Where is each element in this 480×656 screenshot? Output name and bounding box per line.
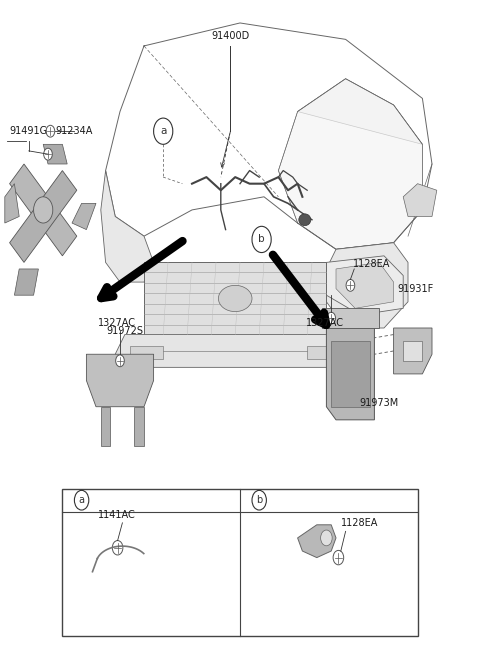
Polygon shape bbox=[336, 262, 394, 308]
Circle shape bbox=[44, 148, 52, 160]
Polygon shape bbox=[298, 525, 336, 558]
Polygon shape bbox=[144, 262, 326, 335]
Circle shape bbox=[333, 550, 344, 565]
Text: 91491G: 91491G bbox=[10, 126, 48, 136]
Polygon shape bbox=[115, 335, 346, 367]
Ellipse shape bbox=[218, 285, 252, 312]
Polygon shape bbox=[298, 79, 422, 144]
Text: 91931F: 91931F bbox=[397, 283, 434, 294]
Bar bbox=[62, 489, 418, 636]
Text: 1128EA: 1128EA bbox=[341, 518, 378, 528]
Text: 91234A: 91234A bbox=[55, 126, 93, 136]
Polygon shape bbox=[326, 256, 403, 315]
Polygon shape bbox=[86, 354, 154, 407]
Circle shape bbox=[327, 312, 336, 324]
Polygon shape bbox=[331, 341, 370, 407]
Polygon shape bbox=[5, 184, 19, 223]
Bar bbox=[130, 346, 163, 359]
Text: b: b bbox=[258, 234, 265, 245]
Text: 1327AC: 1327AC bbox=[306, 318, 344, 328]
Text: a: a bbox=[79, 495, 84, 505]
Circle shape bbox=[112, 541, 123, 555]
Polygon shape bbox=[101, 171, 154, 282]
Ellipse shape bbox=[299, 214, 311, 226]
Polygon shape bbox=[10, 164, 77, 256]
Circle shape bbox=[321, 530, 332, 546]
Text: 1128EA: 1128EA bbox=[353, 259, 391, 270]
Polygon shape bbox=[326, 328, 374, 420]
Text: 1327AC: 1327AC bbox=[98, 318, 136, 328]
Polygon shape bbox=[403, 184, 437, 216]
Text: 91973M: 91973M bbox=[359, 398, 398, 408]
Circle shape bbox=[46, 125, 55, 137]
Polygon shape bbox=[72, 203, 96, 230]
Circle shape bbox=[116, 355, 124, 367]
Polygon shape bbox=[278, 79, 422, 249]
Polygon shape bbox=[134, 407, 144, 446]
Polygon shape bbox=[10, 171, 77, 262]
Polygon shape bbox=[101, 407, 110, 446]
Polygon shape bbox=[43, 144, 67, 164]
Text: 1141AC: 1141AC bbox=[98, 510, 136, 520]
Polygon shape bbox=[394, 328, 432, 374]
Polygon shape bbox=[14, 269, 38, 295]
Polygon shape bbox=[326, 243, 408, 328]
Text: b: b bbox=[256, 495, 263, 505]
Text: 91400D: 91400D bbox=[211, 31, 250, 41]
Ellipse shape bbox=[34, 197, 53, 223]
Text: 91972S: 91972S bbox=[107, 326, 144, 336]
Circle shape bbox=[346, 279, 355, 291]
Text: a: a bbox=[160, 126, 167, 136]
Polygon shape bbox=[403, 341, 422, 361]
Polygon shape bbox=[322, 308, 379, 328]
Bar bbox=[307, 346, 341, 359]
